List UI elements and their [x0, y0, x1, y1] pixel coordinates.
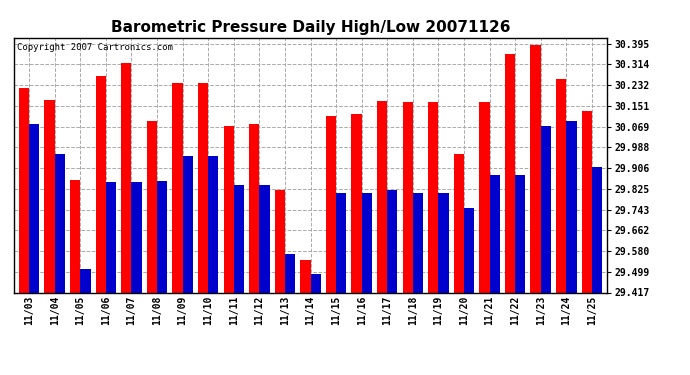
Bar	[183, 156, 193, 292]
Bar	[121, 63, 132, 292]
Bar	[592, 167, 602, 292]
Title: Barometric Pressure Daily High/Low 20071126: Barometric Pressure Daily High/Low 20071…	[111, 20, 510, 35]
Bar	[387, 190, 397, 292]
Bar	[70, 180, 80, 292]
Bar	[480, 102, 489, 292]
Bar	[377, 101, 387, 292]
Bar	[275, 190, 285, 292]
Bar	[454, 154, 464, 292]
Bar	[208, 156, 219, 292]
Bar	[541, 126, 551, 292]
Bar	[44, 100, 55, 292]
Bar	[234, 185, 244, 292]
Bar	[249, 124, 259, 292]
Bar	[96, 76, 106, 292]
Bar	[132, 182, 141, 292]
Bar	[285, 254, 295, 292]
Bar	[19, 88, 29, 292]
Bar	[259, 185, 270, 292]
Bar	[224, 126, 234, 292]
Bar	[80, 269, 90, 292]
Bar	[464, 208, 474, 292]
Bar	[428, 102, 438, 292]
Bar	[198, 83, 208, 292]
Bar	[515, 175, 525, 292]
Bar	[157, 181, 167, 292]
Bar	[566, 122, 577, 292]
Bar	[505, 54, 515, 292]
Bar	[351, 114, 362, 292]
Bar	[489, 175, 500, 292]
Bar	[402, 102, 413, 292]
Bar	[310, 274, 321, 292]
Bar	[556, 80, 566, 292]
Bar	[336, 193, 346, 292]
Bar	[172, 83, 183, 292]
Bar	[106, 182, 116, 292]
Bar	[300, 260, 310, 292]
Bar	[55, 154, 65, 292]
Bar	[438, 193, 449, 292]
Bar	[582, 111, 592, 292]
Bar	[29, 124, 39, 292]
Bar	[531, 45, 541, 292]
Bar	[326, 116, 336, 292]
Bar	[413, 193, 423, 292]
Text: Copyright 2007 Cartronics.com: Copyright 2007 Cartronics.com	[17, 43, 172, 52]
Bar	[147, 122, 157, 292]
Bar	[362, 193, 372, 292]
